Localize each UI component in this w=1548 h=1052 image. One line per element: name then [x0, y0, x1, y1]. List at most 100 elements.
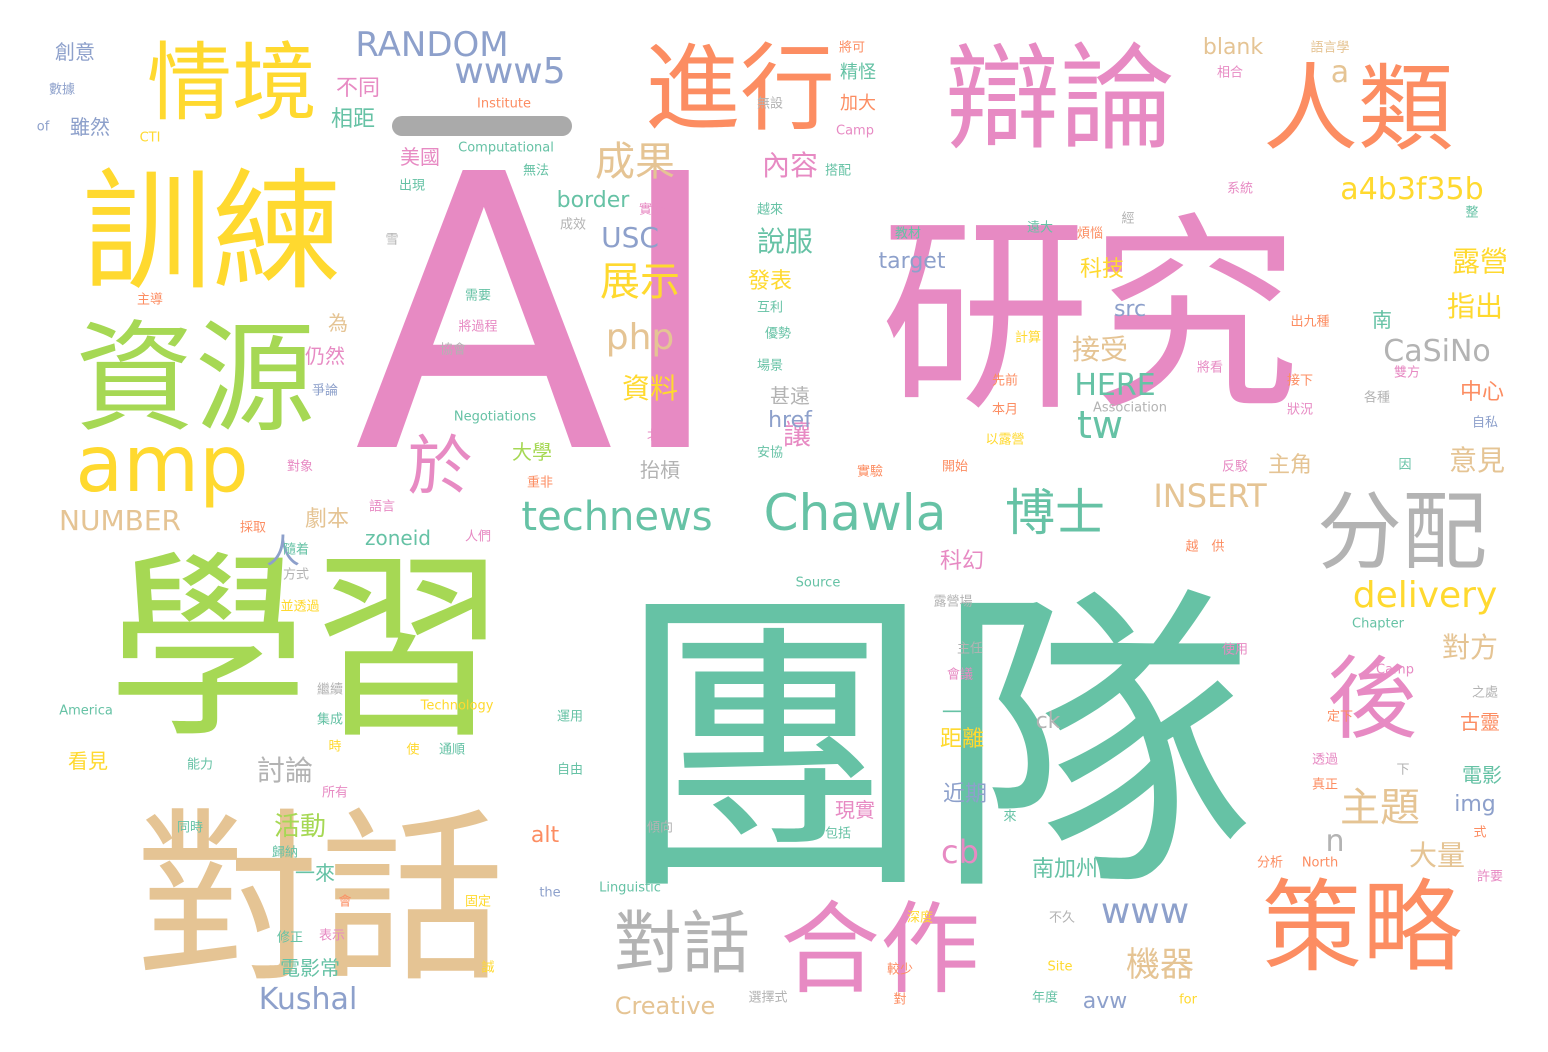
word-center: 中心 [1459, 380, 1505, 405]
word-computational: Computational [458, 140, 554, 156]
word-fixed: 固定 [464, 894, 492, 910]
word-discuss: 討論 [256, 754, 314, 787]
word-www5: www5 [454, 51, 566, 92]
word-data: 資料 [621, 372, 679, 405]
word-scene: 場景 [756, 358, 784, 374]
word-none: 無設 [756, 96, 784, 112]
word-although: 雖然 [70, 115, 110, 139]
word-humans: 人類 [1262, 54, 1454, 165]
word-appear: 出現 [398, 178, 426, 194]
word-year: 年度 [1031, 990, 1059, 1006]
word-lead: 主導 [136, 292, 164, 308]
word-debate: 辯論 [944, 32, 1176, 167]
word-far-apart: 甚遠 [770, 384, 810, 408]
word-zoneid: zoneid [365, 526, 431, 550]
word-smooth: 通順 [438, 742, 466, 758]
word-team: 團隊 [615, 562, 1255, 934]
word-will: 會 [338, 894, 352, 910]
word-selfish: 自私 [1471, 415, 1499, 431]
word-along-with: 隨着 [282, 542, 310, 558]
word-more: 越 [1185, 539, 1199, 555]
word-target: target [878, 249, 946, 274]
word-linguistic: Linguistic [599, 880, 661, 896]
word-start: 開始 [941, 459, 969, 475]
word-banter: 抬槓 [640, 458, 680, 482]
word-let: 讓 [782, 418, 812, 451]
word-previous: 先前 [991, 373, 1019, 389]
word-firstly: 一來 [295, 861, 335, 885]
word-context: 情境 [146, 34, 318, 134]
word-unable: 無法 [522, 163, 550, 179]
word-north: North [1301, 855, 1339, 871]
word-correct: 修正 [276, 930, 304, 946]
word-still: 仍然 [305, 344, 345, 368]
word-ability: 能力 [186, 757, 214, 773]
word-data-small: 數據 [48, 82, 76, 98]
word-opinion: 意見 [1448, 444, 1506, 477]
word-include: 包括 [824, 826, 852, 842]
word-publish: 發表 [747, 269, 793, 294]
word-express: 表示 [318, 928, 346, 944]
word-not-only: 重非 [526, 475, 554, 491]
word-usa: 美國 [400, 145, 440, 169]
word-make: 使 [406, 742, 420, 758]
word-target-zh: 對象 [286, 459, 314, 475]
word-script: 劇本 [304, 507, 350, 532]
word-this-month: 本月 [991, 402, 1019, 418]
word-meeting: 會議 [946, 667, 974, 683]
word-exhibit: 展示 [600, 259, 680, 305]
word-casino: CaSiNo [1383, 334, 1491, 369]
word-the: the [539, 885, 561, 901]
word-by-camping: 以露營 [985, 432, 1025, 448]
word-for-en: for [1179, 992, 1197, 1008]
word-negotiations: Negotiations [453, 409, 537, 425]
word-alt: alt [530, 823, 560, 848]
word-resources: 資源 [75, 310, 315, 449]
word-a: a [1330, 55, 1350, 90]
word-process: 將過程 [458, 319, 498, 335]
word-america: America [59, 703, 113, 719]
word-distance: 距離 [939, 727, 985, 752]
word-ck: ck [1035, 709, 1061, 734]
word-php: php [605, 317, 675, 358]
word-come: 來 [1003, 809, 1017, 825]
word-increasingly: 越來 [756, 202, 784, 218]
word-reality: 現實 [835, 798, 875, 822]
word-of: of [36, 119, 50, 135]
word-person: 人 [266, 532, 300, 572]
word-dialogue-large: 對話 [135, 791, 505, 1008]
word-simultaneous: 同時 [176, 820, 204, 836]
word-adopt: 採取 [239, 520, 267, 536]
word-true: 真正 [1311, 777, 1339, 793]
word-learning: 學習 [107, 533, 509, 766]
word-blank: blank [1202, 35, 1264, 60]
word-movie-regular: 電影常 [280, 956, 340, 980]
word-analyze: 分析 [1256, 855, 1284, 871]
word-to: 對 [893, 992, 907, 1008]
word-whimsical: 古靈 [1460, 710, 1500, 734]
word-tendency: 傾向 [646, 820, 674, 836]
word-choice: 選擇式 [748, 990, 788, 1006]
word-chapter: Chapter [1352, 616, 1404, 632]
word-at: 於 [407, 429, 473, 505]
word-system: 系統 [1226, 181, 1254, 197]
word-for: 為 [328, 311, 348, 335]
word-cooperation: 合作 [780, 891, 980, 1008]
word-results: 成果 [595, 139, 675, 185]
word-via: 透過 [1311, 752, 1339, 768]
word-technews: technews [521, 494, 713, 540]
word-accept: 接受 [1071, 333, 1129, 366]
word-recent: 近期 [942, 782, 988, 807]
word-cb: cb [941, 833, 979, 871]
word-calculate: 計算 [1014, 330, 1042, 346]
word-rebut: 反駁 [1221, 459, 1249, 475]
word-free: 自由 [556, 762, 584, 778]
word-spirit: 精怪 [840, 62, 876, 83]
word-compromise: 安協 [756, 445, 784, 461]
word-where: 之處 [1471, 685, 1499, 701]
word-nine: 出九種 [1290, 314, 1330, 330]
word-site: Site [1047, 959, 1073, 975]
word-method: 方式 [282, 567, 310, 583]
word-association: Association [1092, 400, 1168, 416]
